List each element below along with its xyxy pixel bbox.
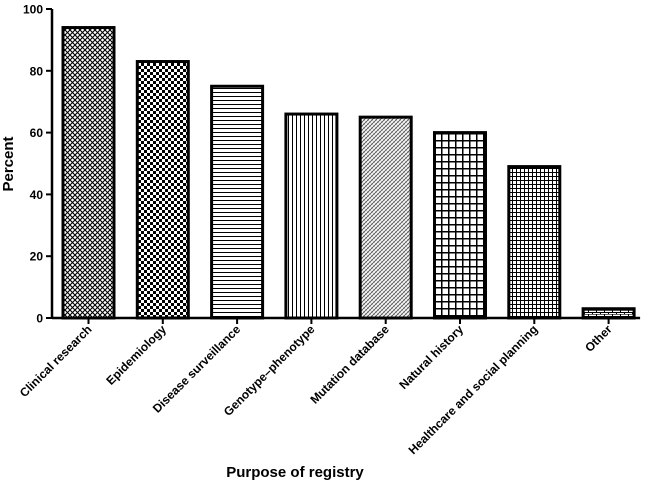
y-tick-label: 0 <box>36 312 43 326</box>
x-tick-label: Mutation database <box>307 322 392 407</box>
x-axis-title: Purpose of registry <box>226 464 364 481</box>
bar-clinical-research <box>61 26 116 320</box>
bar-epidemiology <box>135 60 190 320</box>
x-tick-label: Epidemiology <box>103 322 169 388</box>
y-axis-title: Percent <box>0 136 17 191</box>
y-tick-label: 80 <box>30 64 44 78</box>
bar-other <box>581 307 636 320</box>
x-tick-label: Healthcare and social planning <box>406 322 541 457</box>
bar-disease-surveillance <box>210 84 265 320</box>
y-ticks-group: 0 20 40 60 80 100 <box>23 3 52 326</box>
bar-natural-history <box>433 131 487 320</box>
y-tick-label: 20 <box>30 250 44 264</box>
bars-group <box>61 26 636 320</box>
x-tick-label: Clinical research <box>17 322 95 400</box>
bar-healthcare-and-social-planning <box>507 165 562 320</box>
x-tick-label: Natural history <box>396 322 466 392</box>
bar-mutation-database <box>358 115 413 320</box>
y-tick-label: 40 <box>30 188 44 202</box>
y-tick-label: 60 <box>30 126 44 140</box>
x-tick-label: Other <box>582 322 615 355</box>
y-tick-label: 100 <box>23 3 43 17</box>
bar-genotype-phenotype <box>284 112 339 320</box>
